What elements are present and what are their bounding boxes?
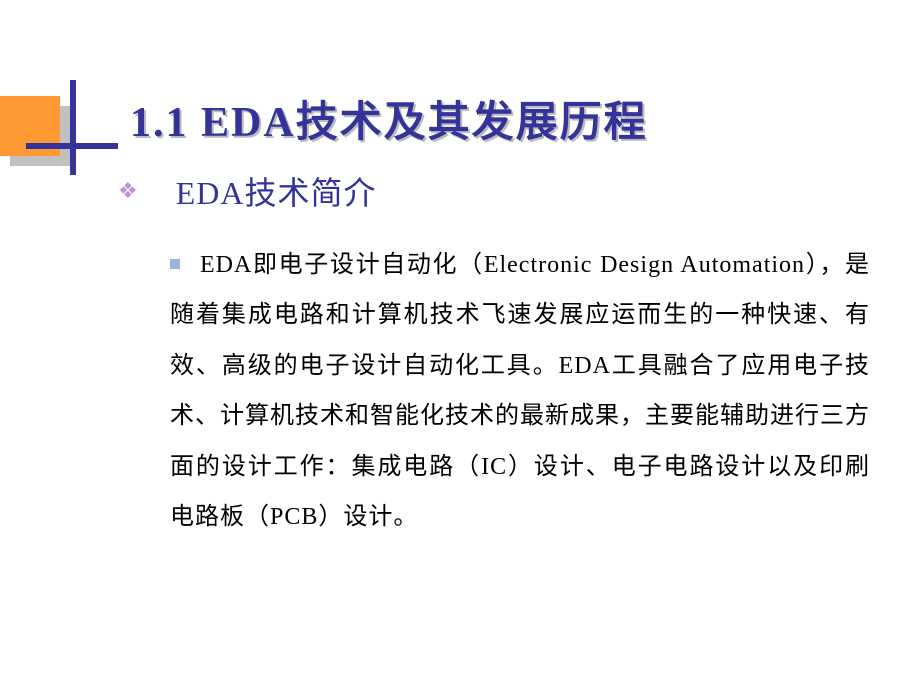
slide-decoration [0, 80, 140, 180]
decoration-vline [70, 80, 76, 175]
diamond-bullet-icon: ❖ [118, 178, 138, 204]
body-text-content: EDA即电子设计自动化（Electronic Design Automation… [170, 252, 870, 530]
slide-title: 1.1 EDA技术及其发展历程 [130, 88, 648, 149]
body-container: EDA即电子设计自动化（Electronic Design Automation… [170, 240, 870, 542]
body-paragraph: EDA即电子设计自动化（Electronic Design Automation… [170, 240, 870, 542]
square-bullet-icon [170, 259, 180, 269]
subtitle-row: ❖ EDA技术简介 [118, 168, 377, 214]
subtitle-text: EDA技术简介 [176, 168, 377, 214]
